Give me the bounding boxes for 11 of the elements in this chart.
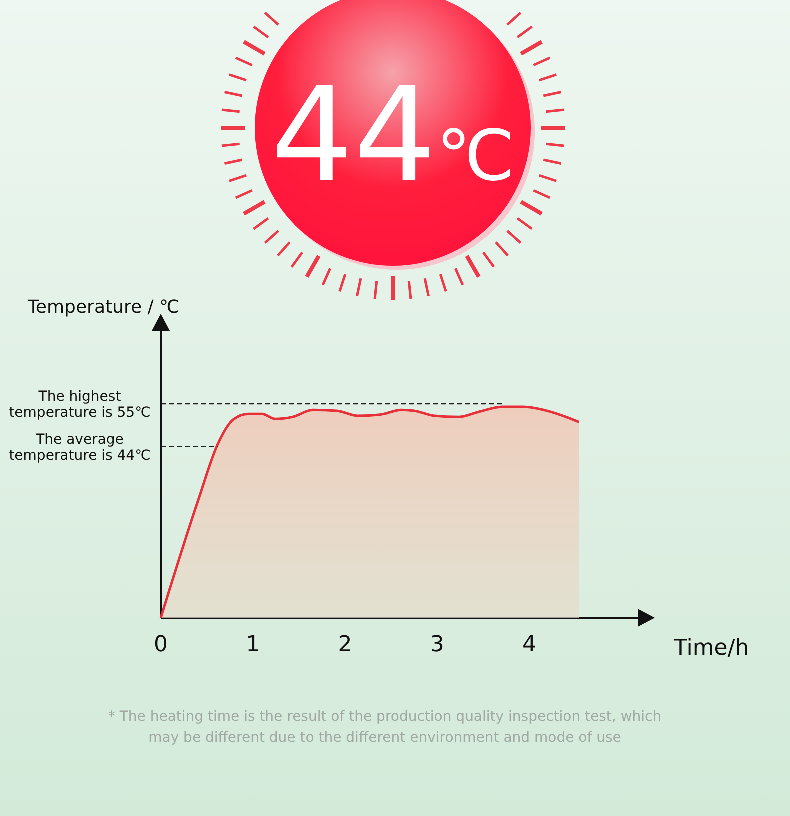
y-axis-title: Temperature / ℃ (27, 297, 180, 318)
x-tick-label: 3 (430, 632, 444, 658)
x-tick-label: 0 (154, 632, 168, 658)
x-tick-label: 1 (246, 632, 260, 658)
ref-line-label: The highest temperature is 55℃ (9, 388, 151, 421)
text: 44℃ (270, 59, 516, 211)
x-tick-label: 2 (338, 632, 352, 658)
text: * The heating time is the result of the production quality inspection test, which may be different due to the different environment and mode of use (108, 709, 662, 746)
ref-line-label: The average temperature is 44℃ (9, 432, 151, 464)
x-axis-title: Time/h (673, 636, 750, 661)
x-tick-label: 4 (522, 632, 536, 658)
